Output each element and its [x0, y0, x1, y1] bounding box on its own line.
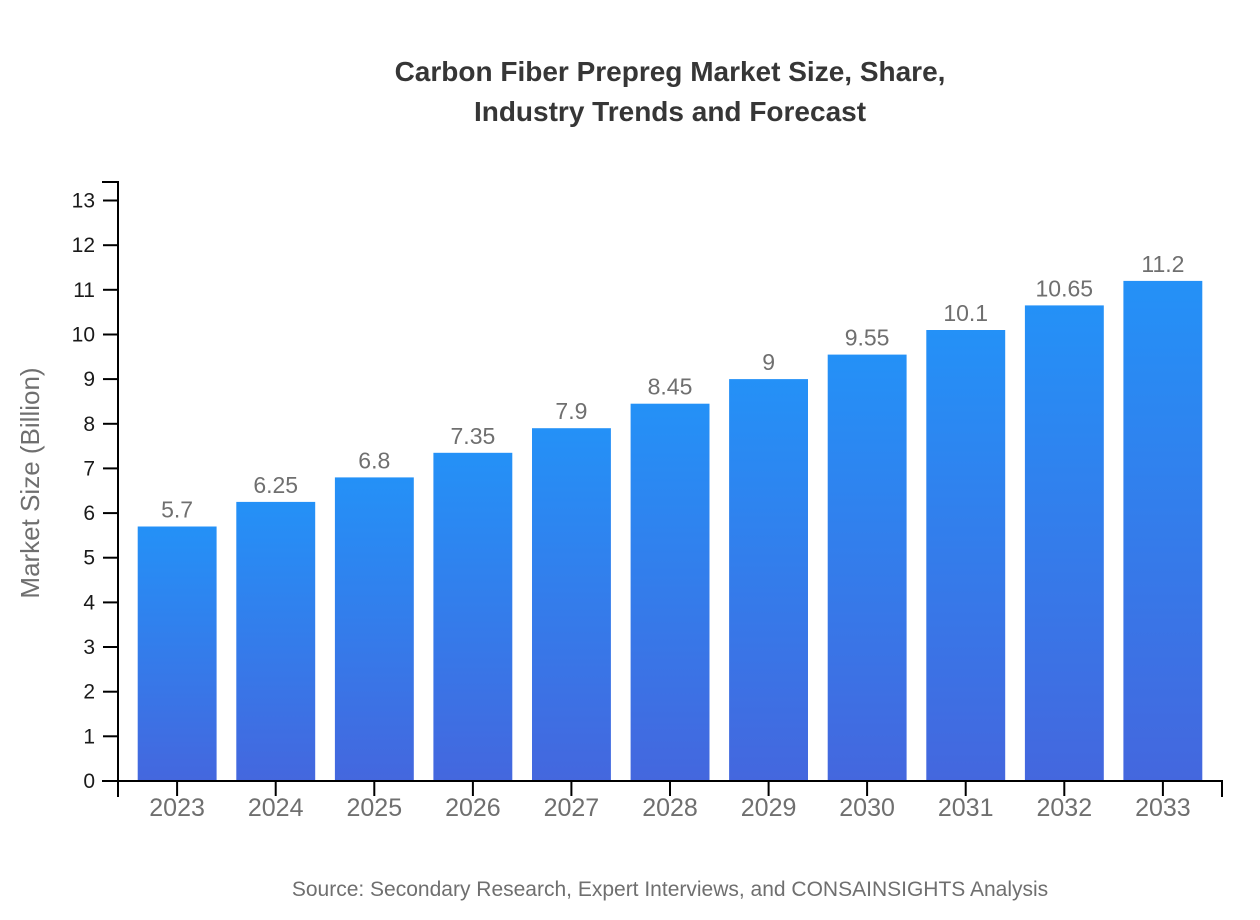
bar-value-label: 10.1	[943, 300, 988, 326]
bar-value-label: 9.55	[845, 325, 890, 351]
bar	[334, 477, 414, 781]
x-tick-label: 2026	[445, 794, 501, 822]
bar-value-label: 6.25	[253, 472, 298, 498]
x-tick-label: 2032	[1036, 794, 1092, 822]
bar-value-label: 8.45	[648, 374, 693, 400]
y-tick-label: 1	[83, 725, 95, 748]
bar	[729, 379, 808, 781]
chart-title: Carbon Fiber Prepreg Market Size, Share,…	[140, 52, 1200, 132]
y-tick-label: 12	[72, 234, 95, 257]
y-tick-label: 4	[83, 591, 95, 614]
y-tick-label: 9	[83, 368, 95, 391]
bar-value-label: 5.7	[161, 497, 193, 523]
y-axis	[102, 181, 119, 782]
x-tick-label: 2025	[346, 794, 402, 822]
bar	[137, 526, 217, 781]
y-tick-label: 2	[83, 681, 95, 704]
bar-value-label: 7.9	[555, 398, 587, 424]
bar-value-label: 7.35	[451, 423, 496, 449]
bar	[433, 452, 513, 781]
bar	[1024, 305, 1104, 781]
bar	[630, 403, 710, 781]
y-tick-label: 10	[72, 324, 95, 347]
bar	[926, 330, 1006, 781]
x-axis	[117, 780, 1223, 797]
y-tick-label: 7	[83, 457, 95, 480]
x-tick-label: 2023	[149, 794, 205, 822]
x-tick-label: 2027	[544, 794, 600, 822]
bar	[236, 501, 316, 781]
y-tick-label: 13	[72, 190, 95, 213]
bar-value-label: 6.8	[358, 447, 390, 473]
y-tick-label: 11	[73, 279, 95, 302]
bar	[532, 428, 611, 781]
bar	[827, 354, 907, 781]
y-tick-label: 3	[83, 636, 95, 659]
y-tick-label: 0	[83, 770, 95, 793]
x-tick-label: 2033	[1135, 794, 1191, 822]
bar-value-label: 10.65	[1036, 275, 1094, 301]
x-tick-label: 2029	[741, 794, 797, 822]
bar-value-label: 11.2	[1141, 251, 1184, 277]
chart-title-line2: Industry Trends and Forecast	[473, 96, 867, 127]
chart-title-line1: Carbon Fiber Prepreg Market Size, Share,	[394, 56, 946, 87]
source-note: Source: Secondary Research, Expert Inter…	[291, 878, 1049, 901]
x-tick-label: 2024	[248, 794, 304, 822]
x-tick-label: 2028	[642, 794, 698, 822]
y-tick-label: 6	[83, 502, 95, 525]
x-tick-label: 2030	[839, 794, 895, 822]
y-tick-label: 5	[83, 547, 95, 570]
x-tick-label: 2031	[938, 794, 994, 822]
y-tick-label: 8	[83, 413, 95, 436]
bar	[1123, 280, 1203, 781]
bar-value-label: 9	[762, 349, 775, 375]
